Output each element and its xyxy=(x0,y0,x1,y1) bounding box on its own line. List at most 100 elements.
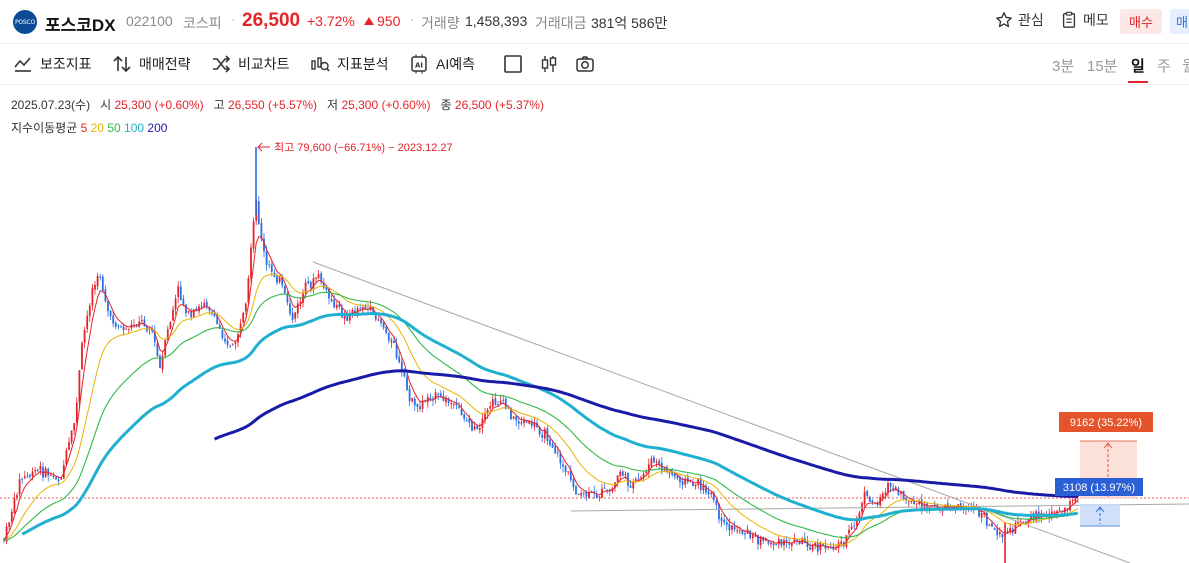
screenshot-button[interactable] xyxy=(575,54,595,74)
buy-button[interactable]: 매수 xyxy=(1120,9,1162,34)
market-name: 코스피 xyxy=(183,15,222,31)
compare-button[interactable]: 비교차트 xyxy=(211,54,290,74)
candle-body xyxy=(325,286,328,290)
candle-body xyxy=(658,460,661,464)
candle-body xyxy=(686,477,689,483)
candle-body xyxy=(692,482,694,487)
candle-body xyxy=(361,307,364,310)
candle-body xyxy=(525,419,528,423)
candle-body xyxy=(850,526,853,529)
downtrend-line[interactable] xyxy=(312,261,1131,563)
candle-body xyxy=(229,345,232,347)
candle-body xyxy=(172,309,174,321)
amount-label: 거래대금 xyxy=(535,15,587,31)
candle-body xyxy=(1074,498,1077,501)
candle-body xyxy=(47,468,50,476)
strategy-button[interactable]: 매매전략 xyxy=(112,54,191,74)
candle-body xyxy=(900,492,902,494)
candle-body xyxy=(390,340,393,343)
timeframe-month[interactable]: 월 xyxy=(1182,58,1189,75)
ma-legend[interactable]: 지수이동평균 5 20 50 100 200 xyxy=(11,119,167,136)
candle-body xyxy=(515,416,518,421)
separator-dot: · xyxy=(231,12,236,27)
candle-body xyxy=(694,484,697,487)
mid-target-text: 3108 (13.97%) xyxy=(1063,482,1135,494)
candle-body xyxy=(910,501,913,503)
square-icon xyxy=(504,55,522,73)
candle-body xyxy=(88,305,91,317)
sell-button[interactable]: 매 xyxy=(1170,9,1189,34)
candle-body xyxy=(1011,529,1014,533)
candle-body xyxy=(562,464,564,467)
candle-body xyxy=(616,475,619,482)
candle-body xyxy=(510,407,512,420)
candle-body xyxy=(307,281,310,284)
candle-body xyxy=(224,338,226,342)
candle-body xyxy=(848,529,850,534)
candle-body xyxy=(520,422,523,424)
candle-body xyxy=(541,434,544,438)
candle-body xyxy=(299,301,302,304)
timeframe-15min[interactable]: 15분 xyxy=(1087,58,1118,75)
candle-body xyxy=(231,344,234,346)
candle-body xyxy=(884,492,887,495)
candle-body xyxy=(400,361,403,372)
candle-body xyxy=(8,522,11,527)
candle-type-button[interactable] xyxy=(539,54,559,74)
candle-body xyxy=(523,419,525,424)
upside-target-badge xyxy=(1059,412,1153,432)
candle-body xyxy=(736,530,739,532)
candle-body xyxy=(455,402,458,406)
candle-body xyxy=(702,485,705,491)
memo-button[interactable]: 메모 xyxy=(1060,10,1109,30)
candle-body xyxy=(192,309,195,317)
timeframe-day[interactable]: 일 xyxy=(1131,58,1145,75)
ai-predict-button[interactable]: AI AI예측 xyxy=(409,54,475,74)
candle-body xyxy=(1066,508,1069,510)
candle-body xyxy=(99,276,102,278)
watch-button[interactable]: 관심 xyxy=(995,10,1044,30)
high-value: 26,550 (+5.57%) xyxy=(227,98,318,112)
indicator-button[interactable]: 보조지표 xyxy=(13,54,92,74)
candle-body xyxy=(281,275,284,286)
candle-body xyxy=(650,458,653,466)
timeframe-3min[interactable]: 3분 xyxy=(1052,58,1075,75)
candle-body xyxy=(645,471,648,473)
ma-50: 50 xyxy=(107,121,121,135)
candle-body xyxy=(554,446,557,454)
price-chart[interactable]: 9162 (35.22%) 3108 (13.97%) 최고 79,600 (−… xyxy=(0,85,1189,563)
candle-body xyxy=(55,477,57,480)
candle-body xyxy=(1071,499,1074,502)
candle-body xyxy=(96,275,99,287)
timeframe-week[interactable]: 주 xyxy=(1157,58,1171,75)
candle-body xyxy=(190,311,193,318)
candle-body xyxy=(26,475,29,477)
candle-body xyxy=(83,330,86,343)
layout-button[interactable] xyxy=(503,54,523,74)
compare-label: 비교차트 xyxy=(238,56,290,72)
candle-body xyxy=(575,486,577,495)
candle-body xyxy=(382,322,385,328)
candle-body xyxy=(1058,509,1061,511)
upside-target-text: 9162 (35.22%) xyxy=(1070,417,1142,429)
candle-body xyxy=(143,319,146,327)
candle-body xyxy=(94,284,96,290)
candle-body xyxy=(905,498,908,501)
candle-body xyxy=(445,397,447,403)
candle-body xyxy=(497,404,499,406)
candle-body xyxy=(640,477,642,479)
analysis-button[interactable]: 지표분석 xyxy=(310,54,389,74)
candle-body xyxy=(728,523,731,531)
upside-arrow-head xyxy=(1103,442,1113,449)
ma200-line xyxy=(213,369,1078,498)
candle-body xyxy=(182,298,185,305)
star-icon xyxy=(996,12,1012,28)
candle-body xyxy=(73,423,76,431)
stock-name[interactable]: 포스코DX xyxy=(45,16,116,35)
memo-icon xyxy=(1062,11,1076,28)
active-timeframe-underline xyxy=(1128,81,1148,83)
candle-body xyxy=(439,393,442,398)
candle-body xyxy=(629,485,632,488)
candle-body xyxy=(265,250,268,265)
candle-body xyxy=(491,399,494,408)
